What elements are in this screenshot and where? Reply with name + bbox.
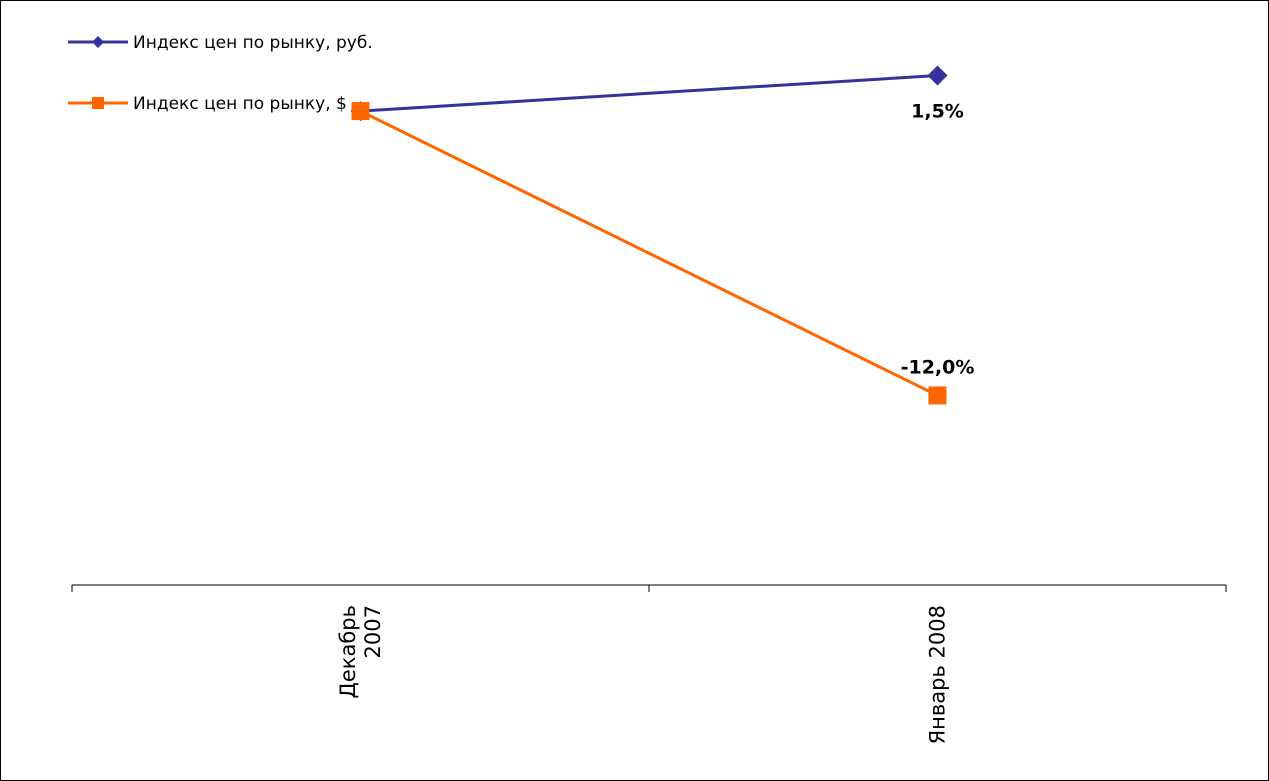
data-label: -12,0% (901, 356, 975, 378)
svg-text:Декабрь2007: Декабрь2007 (336, 605, 385, 699)
svg-text:Январь 2008: Январь 2008 (926, 605, 950, 744)
data-label: 1,5% (911, 101, 964, 123)
series-markers (350, 65, 948, 405)
series-lines (359, 74, 939, 397)
x-tick-label: Декабрь2007 (336, 605, 385, 699)
legend-item-2: Индекс цен по рынку, $ (68, 94, 347, 114)
x-tick-labels: Декабрь2007 Январь 2008 (336, 605, 950, 744)
x-axis (71, 584, 1227, 592)
data-labels: 1,5% -12,0% (901, 101, 975, 379)
series-1-point-2 (927, 65, 948, 86)
series-2-point-2 (928, 386, 947, 405)
legend-item-1: Индекс цен по рынку, руб. (68, 33, 373, 53)
series-2-point-1 (351, 102, 370, 121)
legend-label: Индекс цен по рынку, $ (133, 94, 347, 114)
series-line-1 (360, 74, 938, 113)
legend: Индекс цен по рынку, руб. Индекс цен по р… (68, 33, 373, 114)
legend-label: Индекс цен по рынку, руб. (133, 33, 373, 53)
x-tick-label: Январь 2008 (926, 605, 950, 744)
series-line-2 (359, 109, 939, 397)
